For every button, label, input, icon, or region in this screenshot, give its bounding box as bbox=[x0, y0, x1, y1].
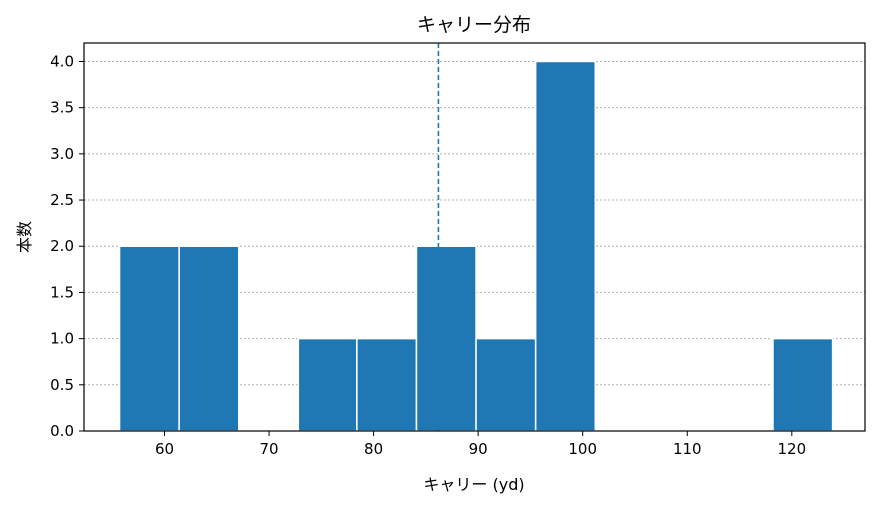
y-tick-label: 2.5 bbox=[50, 191, 74, 209]
x-tick-label: 80 bbox=[364, 440, 383, 458]
x-tick-label: 100 bbox=[568, 440, 597, 458]
histogram-bar bbox=[415, 245, 477, 432]
y-tick-label: 3.5 bbox=[50, 99, 74, 117]
plot-frame bbox=[83, 42, 866, 432]
x-tick-label: 60 bbox=[155, 440, 174, 458]
chart-title: キャリー分布 bbox=[417, 14, 531, 36]
y-tick-label: 1.5 bbox=[50, 283, 74, 301]
y-tick-label: 2.0 bbox=[50, 237, 74, 255]
y-tick-label: 0.0 bbox=[50, 422, 74, 440]
y-tick-label: 1.0 bbox=[50, 330, 74, 348]
x-tick-label: 70 bbox=[260, 440, 279, 458]
histogram-bar bbox=[534, 60, 597, 432]
histogram-bar bbox=[178, 245, 240, 432]
x-tick-label: 110 bbox=[673, 440, 702, 458]
y-axis-label: 本数 bbox=[15, 221, 34, 253]
histogram-bar bbox=[118, 245, 180, 432]
bars bbox=[118, 60, 834, 432]
x-tick-label: 90 bbox=[469, 440, 488, 458]
y-tick-label: 3.0 bbox=[50, 145, 74, 163]
x-tick-label: 120 bbox=[777, 440, 806, 458]
x-ticks: 60 70 80 90 100 110 120 bbox=[155, 431, 806, 458]
histogram-bar bbox=[772, 337, 834, 432]
x-axis-label: キャリー (yd) bbox=[423, 475, 524, 494]
y-tick-label: 4.0 bbox=[50, 52, 74, 70]
histogram-bar bbox=[356, 337, 418, 432]
histogram-bar bbox=[297, 337, 358, 432]
histogram-bar bbox=[475, 337, 537, 432]
y-tick-label: 0.5 bbox=[50, 376, 74, 394]
y-ticks: 0.0 0.5 1.0 1.5 2.0 2.5 3.0 3.5 4.0 bbox=[50, 52, 84, 440]
